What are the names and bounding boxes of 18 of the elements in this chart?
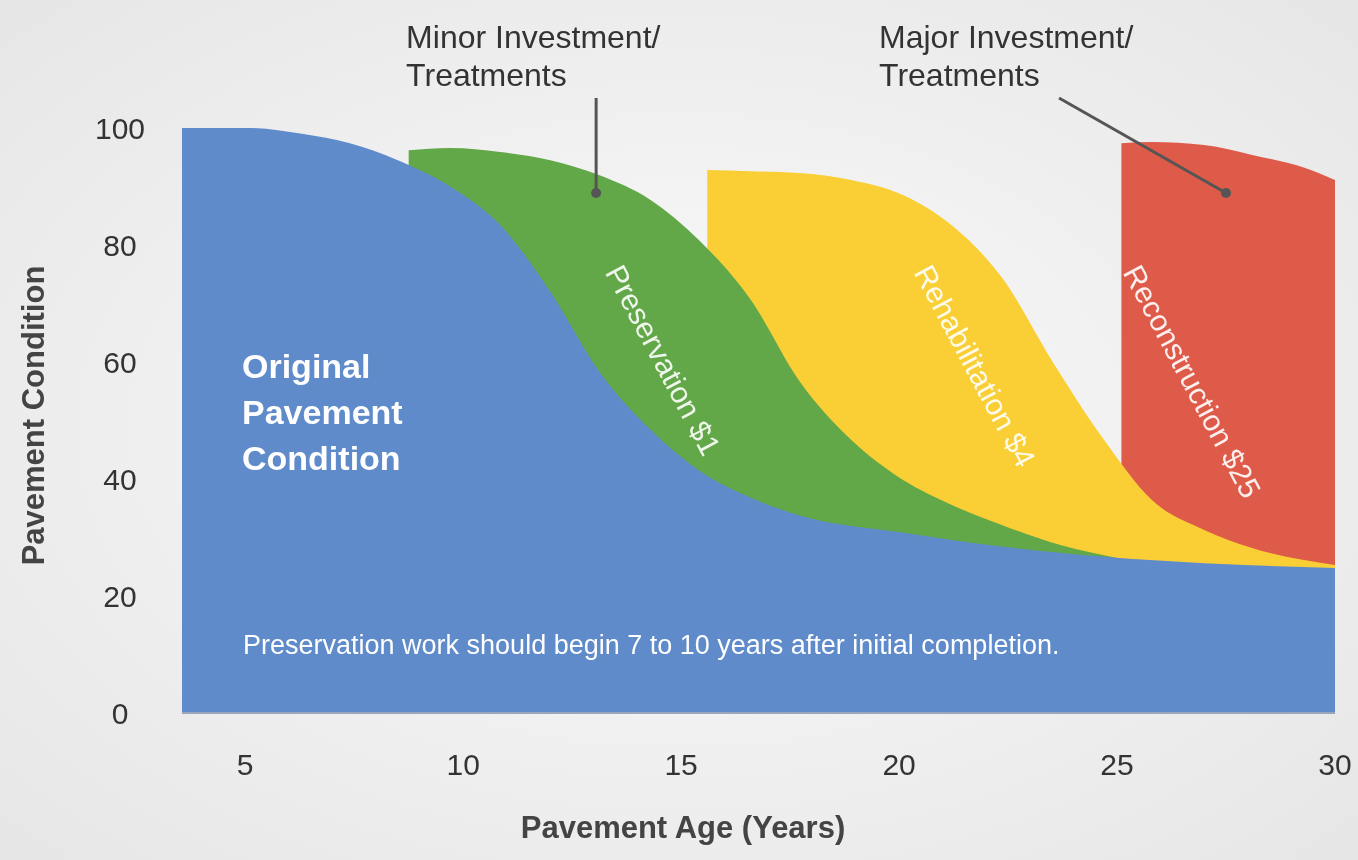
x-tick-label: 30 xyxy=(1318,747,1352,781)
x-tick-label: 10 xyxy=(446,747,480,781)
y-tick-label: 60 xyxy=(103,345,137,379)
x-tick-label: 5 xyxy=(236,747,254,781)
y-tick-label: 20 xyxy=(103,579,137,613)
x-tick-label: 25 xyxy=(1100,747,1134,781)
y-tick-label: 0 xyxy=(111,696,129,730)
x-tick-label: 15 xyxy=(664,747,698,781)
annotation: Preservation work should begin 7 to 10 years after initial completion. xyxy=(243,630,1060,660)
x-axis-title: Pavement Age (Years) xyxy=(520,810,846,845)
annotation: Major Investment/ Treatments xyxy=(879,19,1134,93)
y-tick-label: 80 xyxy=(103,228,137,262)
y-axis-title: Pavement Condition xyxy=(16,265,51,566)
x-tick-label: 20 xyxy=(882,747,916,781)
annotation: Minor Investment/ Treatments xyxy=(406,19,661,93)
series-label: Original Pavement Condition xyxy=(242,347,403,477)
y-tick-label: 100 xyxy=(94,111,146,145)
y-tick-label: 40 xyxy=(103,462,137,496)
